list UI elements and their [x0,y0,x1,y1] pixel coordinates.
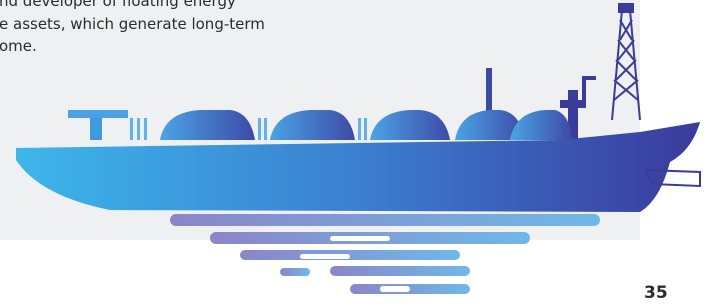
body-text-line: e assets, which generate long-term [0,15,265,33]
page: nd developer of floating energy e assets… [0,0,712,308]
page-number: 35 [644,283,668,303]
body-text-line: nd developer of floating energy [0,0,236,10]
body-text-line: ome. [0,37,37,55]
